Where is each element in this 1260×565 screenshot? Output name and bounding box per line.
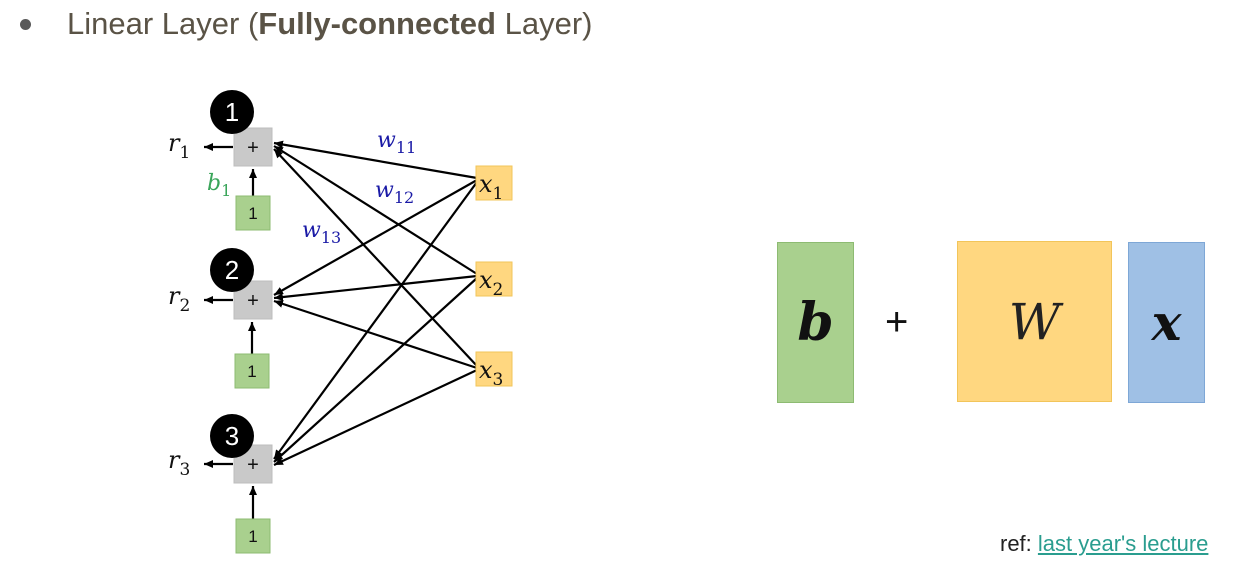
equation-bias-block: b xyxy=(777,242,854,403)
reference-prefix: ref: xyxy=(1000,531,1038,556)
weight-edge-x2-r2 xyxy=(274,276,477,298)
reference-note: ref: last year's lecture xyxy=(1000,531,1208,557)
weight-label-w11: w11 xyxy=(377,128,416,157)
equation-weight-block: W xyxy=(957,241,1112,402)
equation-input-block: x xyxy=(1128,242,1205,403)
weight-edge-x1-r1 xyxy=(274,143,477,178)
sum-symbol-2: + xyxy=(247,290,259,312)
bias-input-value-2: 1 xyxy=(247,362,256,381)
bias-input-value-3: 1 xyxy=(248,527,257,546)
weight-label-w12: w12 xyxy=(375,178,414,207)
neuron-number-3: 3 xyxy=(225,421,239,451)
equation-b-symbol: b xyxy=(778,243,853,402)
weight-edge-x2-r1 xyxy=(274,146,477,274)
neuron-number-2: 2 xyxy=(225,255,239,285)
equation-plus-symbol: + xyxy=(885,300,908,345)
neuron-number-1: 1 xyxy=(225,97,239,127)
equation-x-symbol: x xyxy=(1129,243,1204,402)
output-label-r3: r3 xyxy=(168,446,190,480)
equation-W-symbol: W xyxy=(958,242,1111,401)
bias-label-b1: b1 xyxy=(207,171,231,200)
weight-label-w13: w13 xyxy=(302,218,341,247)
network-nodes xyxy=(210,90,512,553)
bias-input-value-1: 1 xyxy=(248,204,257,223)
weight-edge-x2-r3 xyxy=(274,278,477,462)
sum-symbol-3: + xyxy=(247,454,259,476)
output-label-r1: r1 xyxy=(168,129,190,163)
reference-link[interactable]: last year's lecture xyxy=(1038,531,1209,556)
sum-symbol-1: + xyxy=(247,137,259,159)
output-label-r2: r2 xyxy=(168,282,190,316)
